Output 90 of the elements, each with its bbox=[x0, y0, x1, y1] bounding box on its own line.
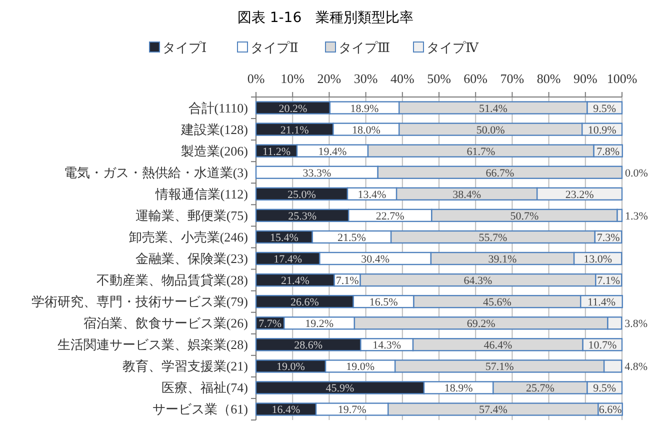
data-label: 9.5% bbox=[593, 382, 616, 395]
y-tick-label: 電気・ガス・熱供給・水道業(3) bbox=[64, 164, 248, 180]
data-label: 0.0% bbox=[625, 167, 648, 180]
y-tick-label: 学術研究、専門・技術サービス業(79) bbox=[31, 294, 248, 310]
data-label: 17.4% bbox=[274, 254, 302, 266]
data-label: 7.8% bbox=[596, 146, 620, 158]
data-label: 21.5% bbox=[338, 232, 366, 244]
title: 図表 1-16 業種別類型比率 bbox=[237, 10, 414, 26]
y-tick-label: サービス業（61) bbox=[152, 402, 248, 417]
data-label: 25.3% bbox=[288, 210, 317, 222]
legend-label: タイプⅢ bbox=[338, 40, 390, 55]
data-label: 50.7% bbox=[510, 210, 539, 222]
x-tick-label: 90% bbox=[573, 71, 598, 86]
y-tick-label: 生活関連サービス業、娯楽業(28) bbox=[57, 337, 248, 352]
data-label: 13.4% bbox=[358, 188, 386, 201]
data-label: 19.7% bbox=[338, 404, 366, 416]
data-label: 4.8% bbox=[624, 361, 648, 374]
x-tick-label: 100% bbox=[606, 71, 638, 86]
data-label: 18.9% bbox=[444, 382, 473, 395]
data-label: 16.4% bbox=[272, 404, 300, 416]
data-label: 21.4% bbox=[280, 275, 310, 288]
legend-label: タイプⅡ bbox=[250, 40, 298, 55]
x-tick-label: 40% bbox=[390, 71, 414, 86]
data-label: 57.1% bbox=[485, 361, 514, 374]
x-tick-label: 60% bbox=[464, 71, 488, 86]
y-tick-label: 教育、学習支援業(21) bbox=[122, 358, 248, 374]
data-label: 10.9% bbox=[588, 124, 616, 136]
data-label: 7.1% bbox=[597, 275, 620, 288]
data-label: 64.3% bbox=[464, 275, 492, 288]
data-label: 15.4% bbox=[270, 232, 298, 244]
y-tick-label: 不動産業、物品賃貸業(28) bbox=[96, 272, 248, 288]
y-tick-label: 運輸業、郵便業(75) bbox=[135, 208, 248, 223]
data-label: 11.2% bbox=[262, 146, 291, 158]
data-label: 51.4% bbox=[478, 102, 508, 115]
data-label: 33.3% bbox=[302, 167, 332, 180]
data-label: 45.9% bbox=[326, 382, 354, 395]
y-tick-label: 宿泊業、飲食サービス業(26) bbox=[83, 316, 248, 331]
data-label: 69.2% bbox=[466, 318, 496, 330]
data-label: 14.3% bbox=[372, 340, 402, 352]
data-label: 61.7% bbox=[466, 146, 496, 158]
data-label: 46.4% bbox=[484, 340, 512, 352]
x-tick-label: 0% bbox=[247, 71, 265, 86]
data-label: 57.4% bbox=[478, 404, 508, 416]
data-label: 50.0% bbox=[476, 124, 505, 136]
data-label: 23.2% bbox=[565, 188, 594, 201]
data-label: 7.1% bbox=[336, 275, 359, 288]
data-label: 18.0% bbox=[352, 124, 380, 136]
y-tick-label: 医療、福祉(74) bbox=[161, 380, 248, 396]
data-label: 9.5% bbox=[593, 102, 616, 115]
data-label: 19.2% bbox=[305, 318, 334, 330]
data-label: 7.7% bbox=[258, 318, 282, 330]
data-label: 7.3% bbox=[596, 232, 620, 244]
data-label: 16.5% bbox=[369, 296, 398, 309]
data-label: 22.7% bbox=[376, 210, 404, 222]
x-tick-label: 10% bbox=[280, 71, 305, 86]
data-label: 19.0% bbox=[276, 361, 305, 374]
y-tick-label: 合計(1110) bbox=[188, 100, 248, 116]
data-label: 1.3% bbox=[625, 210, 648, 222]
data-label: 19.0% bbox=[346, 361, 375, 374]
y-tick-label: 情報通信業(112) bbox=[154, 186, 248, 202]
data-label: 19.4% bbox=[318, 146, 347, 158]
data-label: 11.4% bbox=[587, 296, 616, 309]
legend-label: タイプⅠ bbox=[162, 40, 207, 55]
data-label: 20.2% bbox=[278, 102, 308, 115]
x-tick-label: 80% bbox=[536, 71, 561, 86]
data-label: 39.1% bbox=[488, 254, 517, 266]
legend-label: タイプⅣ bbox=[426, 40, 480, 55]
data-label: 66.7% bbox=[486, 167, 514, 180]
y-tick-label: 金融業、保険業(23) bbox=[135, 251, 248, 266]
data-label: 25.7% bbox=[526, 382, 554, 395]
y-tick-label: 建設業(128) bbox=[180, 122, 248, 137]
data-label: 3.8% bbox=[624, 318, 648, 330]
data-label: 21.1% bbox=[280, 124, 309, 136]
y-tick-label: 卸売業、小売業(246) bbox=[128, 229, 248, 244]
x-tick-label: 70% bbox=[500, 71, 524, 86]
data-label: 28.6% bbox=[294, 340, 323, 352]
x-tick-label: 20% bbox=[317, 71, 342, 86]
data-label: 10.7% bbox=[588, 340, 617, 352]
data-label: 18.9% bbox=[350, 102, 379, 115]
data-label: 30.4% bbox=[361, 254, 390, 266]
data-label: 55.7% bbox=[478, 232, 508, 244]
data-label: 26.6% bbox=[290, 296, 319, 309]
x-tick-label: 30% bbox=[354, 71, 378, 86]
data-label: 6.6% bbox=[598, 404, 622, 416]
x-tick-label: 50% bbox=[427, 71, 452, 86]
data-label: 38.4% bbox=[452, 188, 482, 201]
data-label: 25.0% bbox=[288, 188, 316, 201]
y-tick-label: 製造業(206) bbox=[180, 143, 248, 158]
data-label: 13.0% bbox=[584, 254, 612, 266]
data-label: 45.6% bbox=[482, 296, 512, 309]
